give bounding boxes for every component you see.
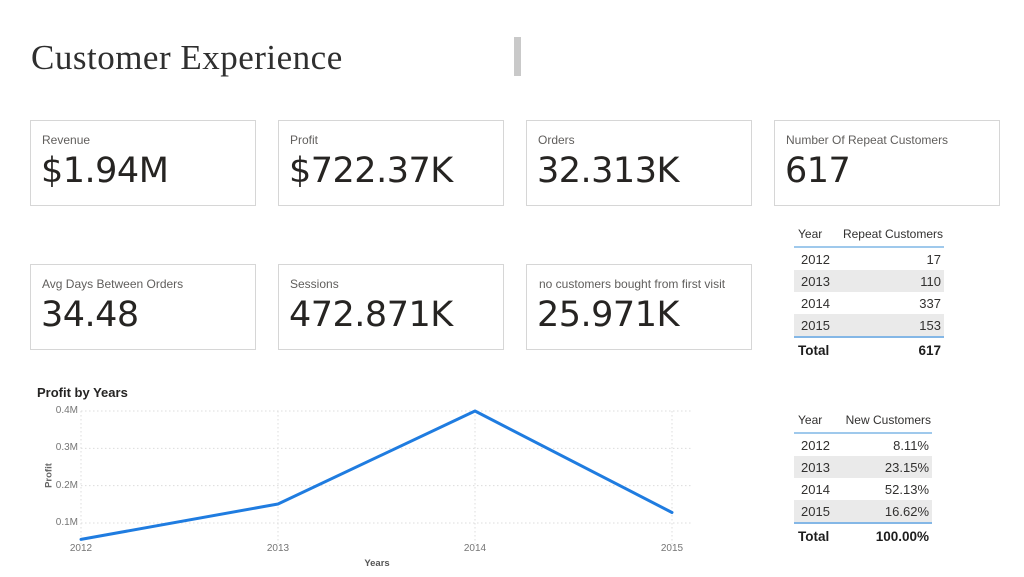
table-row[interactable]: 2015 16.62% — [794, 500, 932, 522]
kpi-value: 472.871K — [289, 295, 453, 335]
cell-year: 2015 — [801, 317, 830, 333]
table-header: Year Repeat Customers — [794, 222, 944, 248]
new-customers-table[interactable]: Year New Customers 2012 8.11% 2013 23.15… — [794, 408, 932, 548]
kpi-card-sessions[interactable]: Sessions 472.871K — [278, 264, 504, 350]
kpi-label: Profit — [290, 133, 319, 147]
column-header-year: Year — [798, 227, 823, 241]
kpi-value: 617 — [785, 151, 851, 191]
kpi-label: Revenue — [42, 133, 91, 147]
y-axis-tick: 0.3M — [55, 442, 78, 453]
cell-year: 2015 — [801, 503, 830, 519]
cell-value: 23.15% — [884, 459, 929, 475]
column-header-year: Year — [798, 413, 823, 427]
page-title: Customer Experience — [31, 38, 343, 77]
kpi-card-no-first-visit-customers[interactable]: no customers bought from first visit 25.… — [526, 264, 752, 350]
cell-value: 52.13% — [884, 481, 929, 497]
table-row[interactable]: 2012 8.11% — [794, 434, 932, 456]
cell-value: 16.62% — [884, 503, 929, 519]
total-label: Total — [798, 528, 830, 544]
cell-value: 17 — [926, 251, 941, 267]
y-axis-tick: 0.1M — [55, 517, 78, 528]
kpi-value: 25.971K — [537, 295, 679, 335]
cell-value: 153 — [919, 317, 941, 333]
kpi-value: 34.48 — [41, 295, 139, 335]
table-row[interactable]: 2013 23.15% — [794, 456, 932, 478]
table-row[interactable]: 2014 52.13% — [794, 478, 932, 500]
table-total-row: Total 100.00% — [794, 522, 932, 548]
column-header-new-customers: New Customers — [845, 413, 931, 427]
column-header-repeat-customers: Repeat Customers — [842, 227, 943, 241]
kpi-label: Orders — [538, 133, 575, 147]
cell-year: 2013 — [801, 273, 830, 289]
total-label: Total — [798, 342, 830, 358]
table-row[interactable]: 2015 153 — [794, 314, 944, 336]
kpi-card-profit[interactable]: Profit $722.37K — [278, 120, 504, 206]
kpi-value: $1.94M — [41, 151, 169, 191]
table-row[interactable]: 2013 110 — [794, 270, 944, 292]
profit-by-years-chart[interactable]: Profit by Years Profit 0.4M 0.3M 0.2M 0.… — [30, 383, 710, 577]
y-axis-tick: 0.4M — [55, 405, 78, 416]
y-axis-tick: 0.2M — [55, 480, 78, 491]
kpi-card-avg-days-between-orders[interactable]: Avg Days Between Orders 34.48 — [30, 264, 256, 350]
kpi-value: 32.313K — [537, 151, 679, 191]
cell-value: 337 — [919, 295, 941, 311]
table-row[interactable]: 2012 17 — [794, 248, 944, 270]
cell-year: 2014 — [801, 481, 830, 497]
kpi-card-revenue[interactable]: Revenue $1.94M — [30, 120, 256, 206]
x-axis-tick: 2012 — [69, 543, 93, 554]
x-axis-tick: 2013 — [266, 543, 290, 554]
kpi-card-orders[interactable]: Orders 32.313K — [526, 120, 752, 206]
kpi-value: $722.37K — [289, 151, 453, 191]
kpi-card-repeat-customers[interactable]: Number Of Repeat Customers 617 — [774, 120, 1000, 206]
cell-year: 2013 — [801, 459, 830, 475]
chart-title: Profit by Years — [37, 385, 128, 400]
kpi-label: Avg Days Between Orders — [42, 277, 184, 291]
cell-value: 110 — [920, 273, 941, 289]
profit-line-plot[interactable] — [79, 405, 693, 555]
table-header: Year New Customers — [794, 408, 932, 434]
table-row[interactable]: 2014 337 — [794, 292, 944, 314]
cell-year: 2012 — [801, 437, 830, 453]
kpi-label: Sessions — [290, 277, 339, 291]
cell-value: 8.11% — [893, 437, 929, 453]
total-value: 100.00% — [875, 528, 929, 544]
kpi-label: Number Of Repeat Customers — [786, 133, 949, 147]
kpi-label: no customers bought from first visit — [539, 277, 726, 291]
total-value: 617 — [918, 342, 941, 358]
cell-year: 2014 — [801, 295, 830, 311]
cell-year: 2012 — [801, 251, 830, 267]
table-total-row: Total 617 — [794, 336, 944, 362]
x-axis-tick: 2015 — [660, 543, 684, 554]
x-axis-tick: 2014 — [463, 543, 487, 554]
x-axis-title: Years — [364, 558, 390, 569]
title-divider-bar — [514, 37, 521, 76]
repeat-customers-table[interactable]: Year Repeat Customers 2012 17 2013 110 2… — [794, 222, 944, 362]
